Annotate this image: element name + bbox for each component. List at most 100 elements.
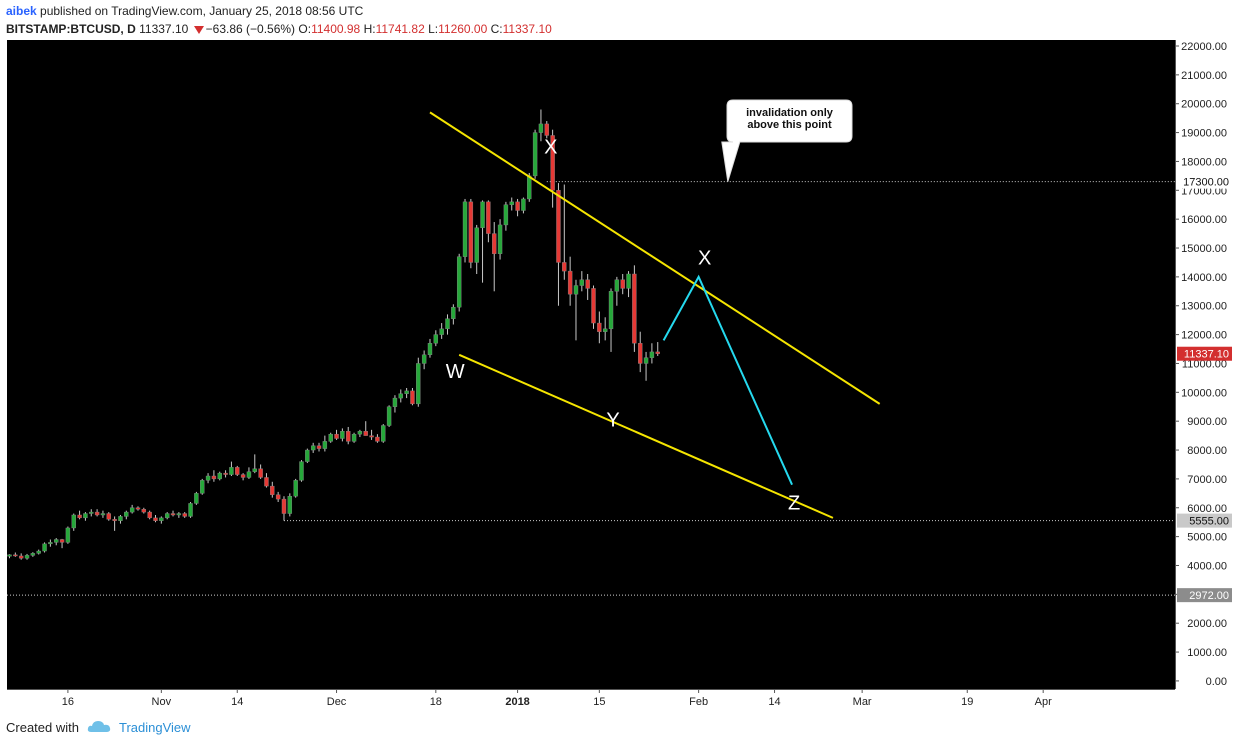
y-tick-label: 19000.00 bbox=[1181, 128, 1227, 140]
candle-down bbox=[281, 498, 287, 514]
candle-down bbox=[223, 472, 228, 475]
candle-down bbox=[492, 233, 497, 254]
candle-up bbox=[404, 390, 409, 394]
low-value: 11260.00 bbox=[438, 22, 488, 36]
candle-down bbox=[112, 519, 117, 521]
trendline-upper bbox=[429, 111, 881, 405]
candle-up bbox=[392, 397, 398, 407]
candle-down bbox=[13, 554, 18, 557]
level-badge-label: 5555.00 bbox=[1189, 516, 1229, 528]
tradingview-cloud-icon[interactable] bbox=[87, 719, 111, 736]
y-tick-label: 6000.00 bbox=[1187, 503, 1227, 515]
y-tick-label: 18000.00 bbox=[1181, 156, 1227, 168]
candle-up bbox=[602, 328, 608, 332]
candle-up bbox=[246, 471, 252, 478]
candle-down bbox=[18, 555, 24, 559]
candle-down bbox=[591, 288, 596, 324]
last-price: 11337.10 bbox=[139, 22, 189, 36]
candle-up bbox=[626, 273, 631, 289]
wave-label: Z bbox=[788, 493, 800, 515]
price-axis[interactable]: 0.001000.002000.003000.004000.005000.006… bbox=[1175, 41, 1227, 688]
candles bbox=[7, 109, 660, 560]
tradingview-brand[interactable]: TradingView bbox=[118, 720, 191, 735]
close-value: 11337.10 bbox=[502, 22, 552, 36]
candle-down bbox=[334, 433, 339, 439]
candle-up bbox=[24, 555, 30, 559]
y-tick-label: 21000.00 bbox=[1181, 70, 1227, 82]
y-tick-label: 20000.00 bbox=[1181, 99, 1227, 111]
callout-bubble bbox=[721, 99, 853, 182]
candle-down bbox=[585, 279, 590, 289]
candle-up bbox=[293, 480, 298, 497]
candle-up bbox=[71, 514, 76, 529]
x-tick-label: Dec bbox=[327, 696, 347, 708]
candle-up bbox=[421, 354, 427, 364]
candle-up bbox=[217, 472, 222, 480]
candle-up bbox=[351, 433, 357, 442]
time-axis[interactable]: 16 Nov 14 Dec 18 2018 15 Feb 14 Mar 19 Apr bbox=[62, 689, 1052, 708]
candle-up bbox=[118, 516, 123, 521]
candle-down bbox=[106, 513, 111, 520]
candle-up bbox=[322, 441, 328, 449]
candle-up bbox=[36, 550, 41, 554]
candle-up bbox=[30, 553, 36, 556]
candle-down bbox=[258, 468, 263, 478]
candle-up bbox=[299, 461, 304, 481]
publish-info: aibek published on TradingView.com, Janu… bbox=[6, 4, 363, 18]
candle-down bbox=[410, 390, 415, 405]
candle-up bbox=[416, 363, 421, 405]
wave-label: W bbox=[446, 361, 465, 383]
candle-up bbox=[643, 357, 649, 364]
candle-up bbox=[538, 123, 544, 133]
candle-up bbox=[83, 513, 88, 519]
y-tick-label: 7000.00 bbox=[1187, 474, 1227, 486]
candle-down bbox=[77, 514, 82, 519]
candle-down bbox=[275, 494, 281, 500]
author-link[interactable]: aibek bbox=[6, 4, 37, 18]
candle-up bbox=[7, 554, 12, 557]
candle-down bbox=[597, 322, 602, 332]
wave-label: X bbox=[544, 136, 557, 158]
candle-up bbox=[649, 351, 655, 358]
candle-up bbox=[42, 543, 47, 552]
y-tick-label: 2000.00 bbox=[1187, 618, 1227, 630]
x-tick-label: 18 bbox=[430, 696, 442, 708]
y-tick-label: 10000.00 bbox=[1181, 387, 1227, 399]
price-badges: 17300.00 5555.00 2972.00 11337.10 bbox=[1177, 174, 1232, 603]
candle-up bbox=[398, 393, 403, 399]
price-axis-background bbox=[1175, 40, 1241, 712]
candle-down bbox=[655, 351, 660, 354]
candle-up bbox=[521, 198, 526, 211]
y-tick-label: 22000.00 bbox=[1181, 41, 1227, 53]
candle-down bbox=[235, 467, 240, 475]
candle-up bbox=[427, 343, 433, 356]
candle-up bbox=[608, 291, 614, 330]
candle-up bbox=[54, 539, 59, 543]
y-tick-label: 16000.00 bbox=[1181, 214, 1227, 226]
candle-down bbox=[59, 539, 65, 543]
candle-down bbox=[264, 477, 269, 487]
symbol-label[interactable]: BITSTAMP:BTCUSD, D bbox=[6, 22, 136, 36]
candle-up bbox=[229, 467, 234, 475]
y-tick-label: 1000.00 bbox=[1187, 647, 1227, 659]
candle-down bbox=[316, 445, 322, 449]
candle-up bbox=[287, 496, 293, 514]
open-value: 11400.98 bbox=[311, 22, 361, 36]
candle-up bbox=[614, 279, 620, 292]
x-tick-label: 14 bbox=[231, 696, 243, 708]
high-label: H: bbox=[363, 22, 376, 36]
candle-down bbox=[346, 431, 351, 442]
x-tick-label: Feb bbox=[689, 696, 708, 708]
y-tick-label: 15000.00 bbox=[1181, 243, 1227, 255]
candle-up bbox=[503, 204, 509, 226]
change-value: −63.86 (−0.56%) bbox=[205, 22, 296, 36]
candle-down bbox=[363, 431, 368, 436]
candle-up bbox=[176, 513, 182, 516]
x-tick-label: 15 bbox=[593, 696, 605, 708]
level-badge-label: 17300.00 bbox=[1183, 177, 1229, 189]
projection-line bbox=[662, 274, 793, 486]
y-tick-label: 5000.00 bbox=[1187, 532, 1227, 544]
candle-up bbox=[445, 318, 450, 330]
